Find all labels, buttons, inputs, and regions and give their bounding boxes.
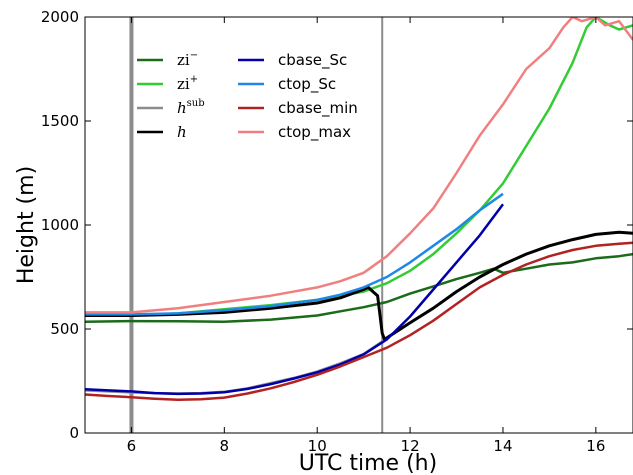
y-tick-label: 500 — [50, 320, 79, 338]
vertical-lines — [129, 17, 384, 433]
x-tick-label: 12 — [401, 437, 420, 455]
legend-label-1: zi+ — [177, 74, 198, 93]
legend-label-4: cbase_Sc — [278, 51, 347, 70]
x-tick-label: 10 — [308, 437, 327, 455]
axis-ticks: 6 8 10 12 14 16 0 500 1000 1500 2000 — [41, 8, 633, 455]
legend-label-3: h — [177, 123, 187, 141]
y-tick-label: 1000 — [41, 216, 79, 234]
plot-area — [85, 17, 633, 433]
legend-label-2: hsub — [177, 98, 205, 117]
legend-label-6: cbase_min — [278, 99, 358, 118]
legend-label-7: ctop_max — [278, 123, 351, 142]
series-line-0 — [85, 252, 633, 323]
x-axis-label: UTC time (h) — [299, 451, 437, 475]
y-tick-label: 2000 — [41, 8, 79, 26]
series-lines — [85, 17, 633, 401]
series-line-6 — [85, 241, 633, 401]
legend: zi− zi+ hsub h cbase_Sc ctop_Sc cbase_min ctop_… — [137, 50, 358, 142]
x-tick-label: 6 — [127, 437, 137, 455]
legend-label-0: zi− — [177, 50, 198, 69]
legend-label-5: ctop_Sc — [278, 75, 336, 94]
x-tick-label: 14 — [493, 437, 512, 455]
series-line-4 — [85, 203, 505, 396]
y-tick-label: 1500 — [41, 112, 79, 130]
x-tick-label: 16 — [586, 437, 605, 455]
y-axis-label: Height (m) — [14, 166, 39, 284]
x-tick-label: 8 — [220, 437, 230, 455]
y-tick-label: 0 — [69, 424, 79, 442]
series-line-7 — [85, 17, 633, 314]
series-line-5 — [85, 192, 504, 316]
series-line-3 — [85, 230, 633, 341]
